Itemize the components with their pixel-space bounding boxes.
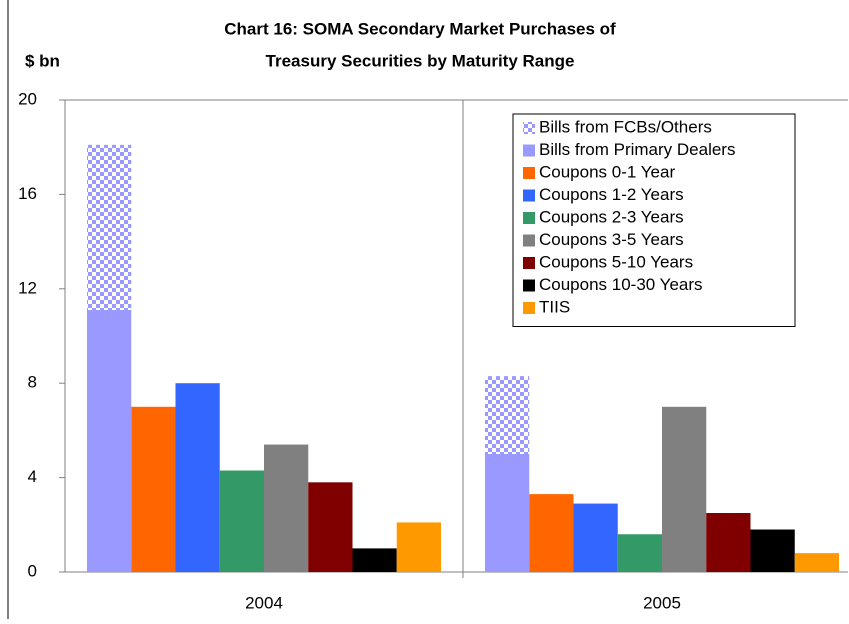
legend-swatch [523, 144, 535, 157]
legend-label: Coupons 10-30 Years [539, 275, 703, 294]
y-tick-label: 4 [28, 467, 37, 486]
legend-label: Coupons 2-3 Years [539, 207, 684, 226]
legend-label: Coupons 3-5 Years [539, 230, 684, 249]
bar [662, 406, 707, 572]
bar [264, 444, 309, 572]
legend-label: Coupons 5-10 Years [539, 252, 693, 271]
legend-label: Bills from FCBs/Others [539, 117, 712, 136]
x-tick-label: 2005 [643, 593, 681, 612]
y-tick-label: 20 [18, 89, 37, 108]
legend-swatch [523, 257, 535, 269]
legend-swatch [523, 167, 535, 179]
legend-box [512, 113, 796, 327]
legend-swatch [523, 279, 535, 292]
chart-title: Treasury Securities by Maturity Range [266, 51, 575, 70]
y-tick-label: 12 [18, 278, 37, 297]
legend-swatch [523, 189, 535, 202]
bar [485, 376, 530, 454]
bar [352, 548, 397, 572]
bar [396, 522, 441, 572]
bar [131, 406, 176, 572]
bar [794, 553, 839, 572]
legend-swatch [523, 234, 535, 247]
y-tick-label: 8 [28, 373, 37, 392]
bar [617, 534, 662, 572]
bar [308, 482, 353, 572]
x-tick-label: 2004 [245, 593, 283, 612]
bar [175, 383, 220, 572]
y-axis-label: $ bn [25, 51, 60, 70]
legend-swatch [523, 122, 535, 134]
y-tick-label: 16 [18, 184, 37, 203]
legend-swatch [523, 302, 535, 314]
bar [573, 503, 618, 572]
chart-title: Chart 16: SOMA Secondary Market Purchase… [224, 19, 616, 38]
y-tick-label: 0 [28, 561, 37, 580]
legend-label: Coupons 1-2 Years [539, 185, 684, 204]
legend-swatch [523, 212, 535, 224]
bar [750, 529, 795, 572]
bar [87, 310, 132, 572]
bar [219, 470, 264, 572]
bar [706, 513, 751, 572]
bar [485, 454, 530, 572]
legend-label: Bills from Primary Dealers [539, 140, 735, 159]
bar [87, 144, 132, 311]
legend-label: TIIS [539, 297, 570, 316]
legend-label: Coupons 0-1 Year [539, 162, 675, 181]
bar [529, 494, 574, 572]
